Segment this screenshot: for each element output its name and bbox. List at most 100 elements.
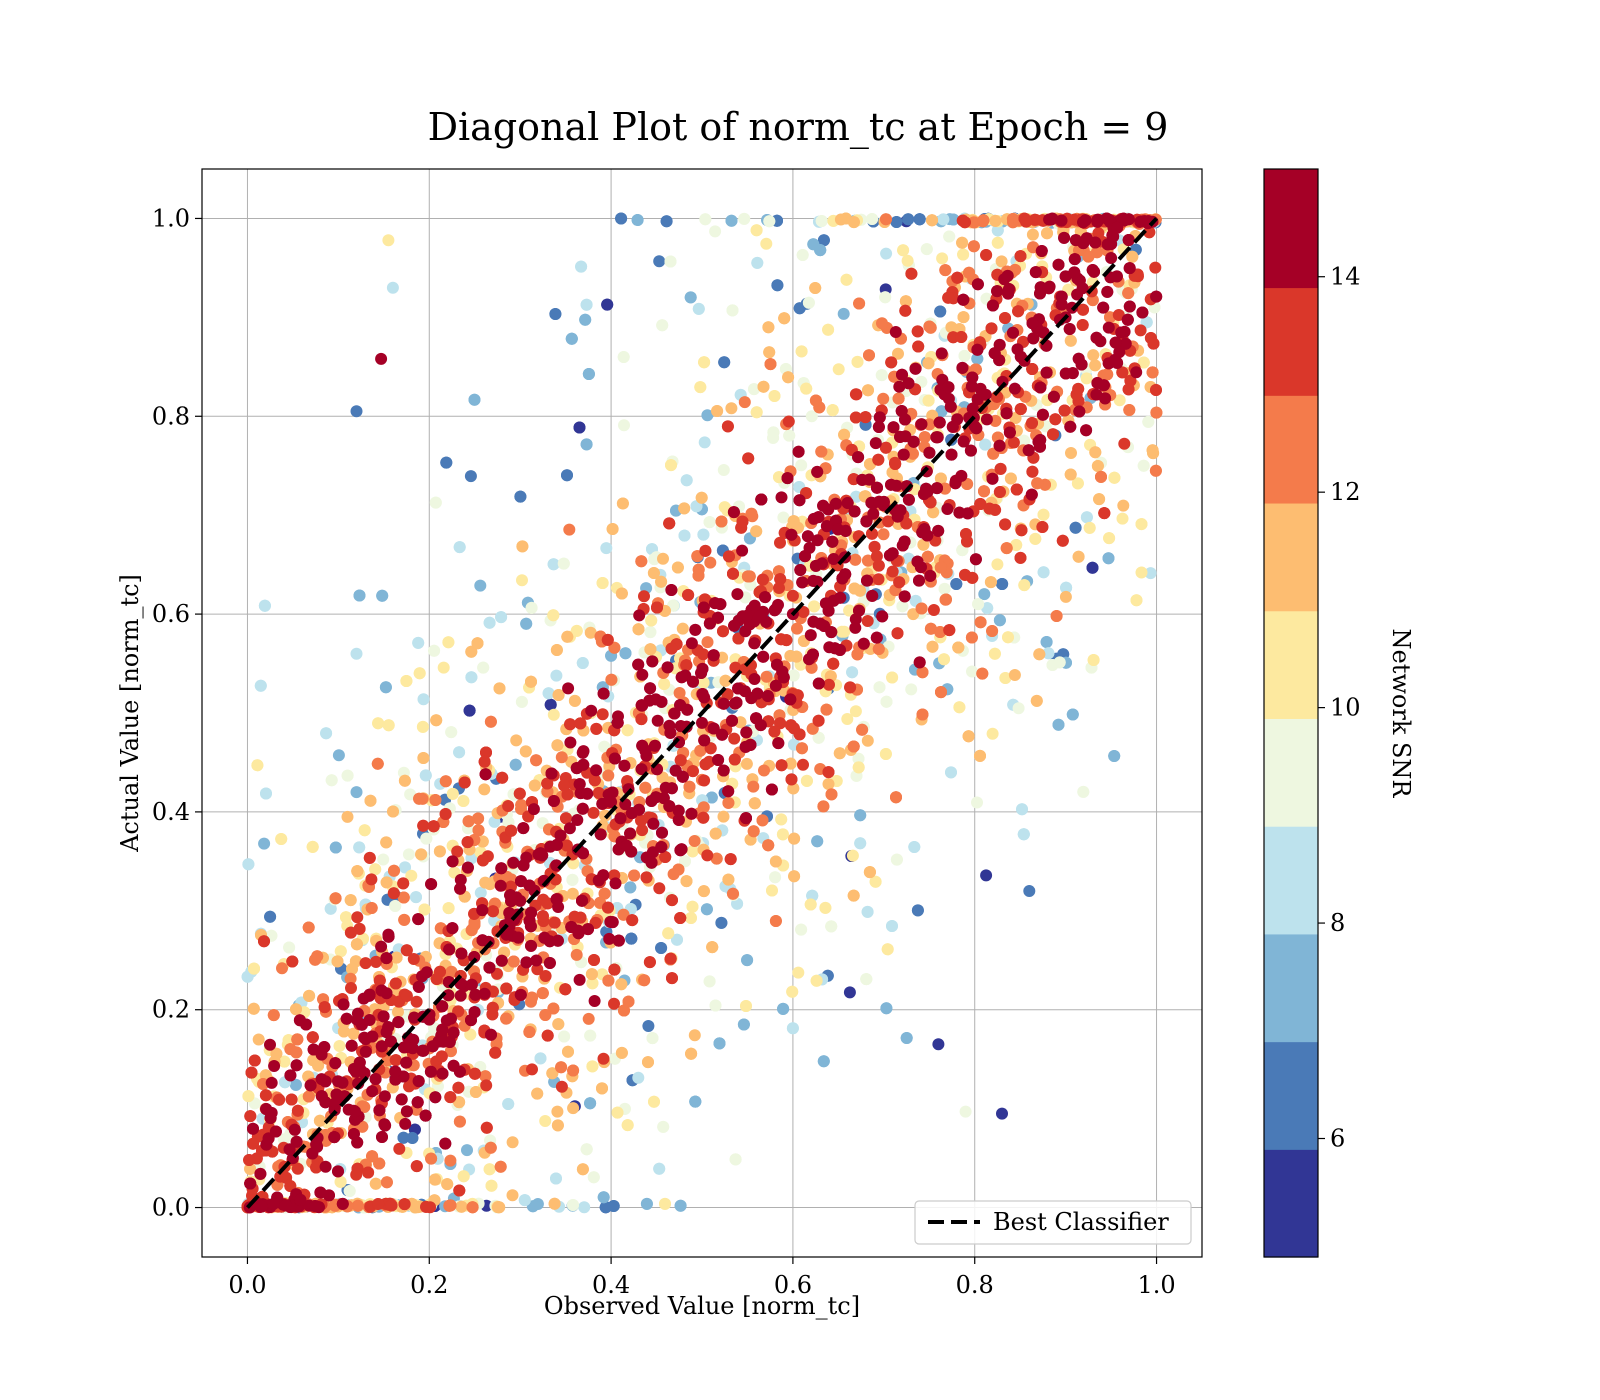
scatter-point	[1049, 413, 1062, 426]
scatter-point	[994, 462, 1007, 475]
scatter-point	[430, 714, 443, 727]
scatter-point	[285, 1093, 298, 1106]
scatter-point	[244, 1110, 257, 1123]
scatter-point	[404, 788, 417, 801]
scatter-point	[817, 800, 830, 813]
scatter-point	[959, 568, 971, 581]
scatter-point	[444, 1091, 457, 1104]
scatter-point	[756, 814, 769, 827]
scatter-point	[344, 894, 357, 907]
scatter-point	[1026, 363, 1039, 375]
scatter-point	[991, 558, 1004, 571]
scatter-point	[602, 901, 614, 914]
scatter-point	[270, 1047, 283, 1060]
scatter-point	[920, 243, 933, 256]
scatter-point	[597, 1191, 610, 1204]
scatter-point	[565, 332, 578, 345]
scatter-point	[602, 769, 615, 782]
scatter-point	[372, 1198, 385, 1210]
scatter-point	[715, 916, 728, 929]
scatter-point	[485, 1028, 497, 1041]
scatter-point	[258, 599, 271, 612]
scatter-point	[561, 630, 574, 643]
scatter-point	[866, 527, 878, 540]
scatter-point	[318, 1001, 331, 1014]
scatter-point	[477, 661, 490, 674]
scatter-point	[674, 1199, 687, 1212]
scatter-point	[699, 213, 712, 226]
scatter-point	[750, 406, 763, 419]
scatter-point	[886, 565, 899, 578]
scatter-point	[822, 323, 835, 336]
scatter-point	[410, 995, 423, 1008]
scatter-point	[486, 1001, 499, 1014]
scatter-point	[671, 561, 684, 574]
scatter-point	[429, 1173, 441, 1186]
scatter-point	[573, 421, 586, 434]
scatter-point	[1018, 579, 1031, 592]
scatter-point	[397, 877, 410, 890]
scatter-point	[988, 647, 1001, 660]
scatter-point	[697, 648, 710, 661]
scatter-point	[506, 1189, 519, 1202]
scatter-point	[786, 589, 799, 602]
scatter-point	[863, 866, 876, 879]
scatter-point	[1113, 394, 1126, 407]
scatter-point	[974, 749, 986, 762]
scatter-point	[875, 369, 888, 382]
scatter-point	[472, 824, 485, 837]
scatter-point	[771, 279, 784, 292]
scatter-point	[509, 758, 522, 771]
scatter-point	[415, 848, 428, 861]
scatter-point	[688, 835, 701, 847]
scatter-point	[811, 835, 824, 848]
scatter-point	[588, 995, 601, 1007]
scatter-point	[901, 254, 914, 267]
scatter-point	[536, 910, 549, 923]
scatter-point	[817, 234, 830, 247]
scatter-point	[724, 853, 737, 866]
scatter-point	[464, 470, 477, 483]
scatter-point	[612, 710, 624, 723]
scatter-point	[891, 627, 904, 640]
scatter-point	[956, 236, 969, 249]
scatter-point	[597, 687, 610, 700]
scatter-point	[1014, 551, 1027, 564]
scatter-point	[587, 1171, 600, 1184]
scatter-point	[703, 975, 716, 988]
scatter-point	[843, 986, 856, 999]
scatter-point	[709, 597, 721, 610]
scatter-point	[791, 622, 803, 635]
scatter-point	[843, 604, 856, 617]
scatter-point	[722, 873, 735, 886]
scatter-point	[472, 812, 485, 825]
scatter-point	[427, 820, 440, 833]
scatter-point	[872, 643, 885, 655]
scatter-point	[695, 491, 708, 504]
scatter-point	[959, 1105, 972, 1118]
scatter-point	[567, 857, 580, 870]
scatter-point	[531, 1087, 544, 1100]
scatter-point	[852, 752, 865, 765]
scatter-point	[528, 779, 541, 792]
scatter-point	[1101, 368, 1114, 381]
scatter-point	[782, 371, 795, 384]
scatter-point	[457, 1170, 470, 1183]
scatter-point	[923, 446, 936, 459]
scatter-point	[1135, 518, 1148, 531]
scatter-point	[622, 995, 635, 1008]
scatter-point	[872, 421, 885, 433]
scatter-point	[399, 1117, 412, 1130]
scatter-point	[726, 304, 739, 317]
scatter-point	[1030, 694, 1043, 707]
scatter-point	[709, 225, 722, 238]
scatter-point	[745, 507, 758, 520]
scatter-point	[580, 298, 593, 311]
scatter-point	[1018, 434, 1030, 447]
scatter-point	[908, 841, 921, 853]
scatter-point	[546, 1067, 559, 1080]
scatter-point	[834, 213, 847, 226]
scatter-point	[465, 671, 478, 684]
scatter-point	[520, 617, 533, 630]
scatter-point	[514, 490, 527, 503]
